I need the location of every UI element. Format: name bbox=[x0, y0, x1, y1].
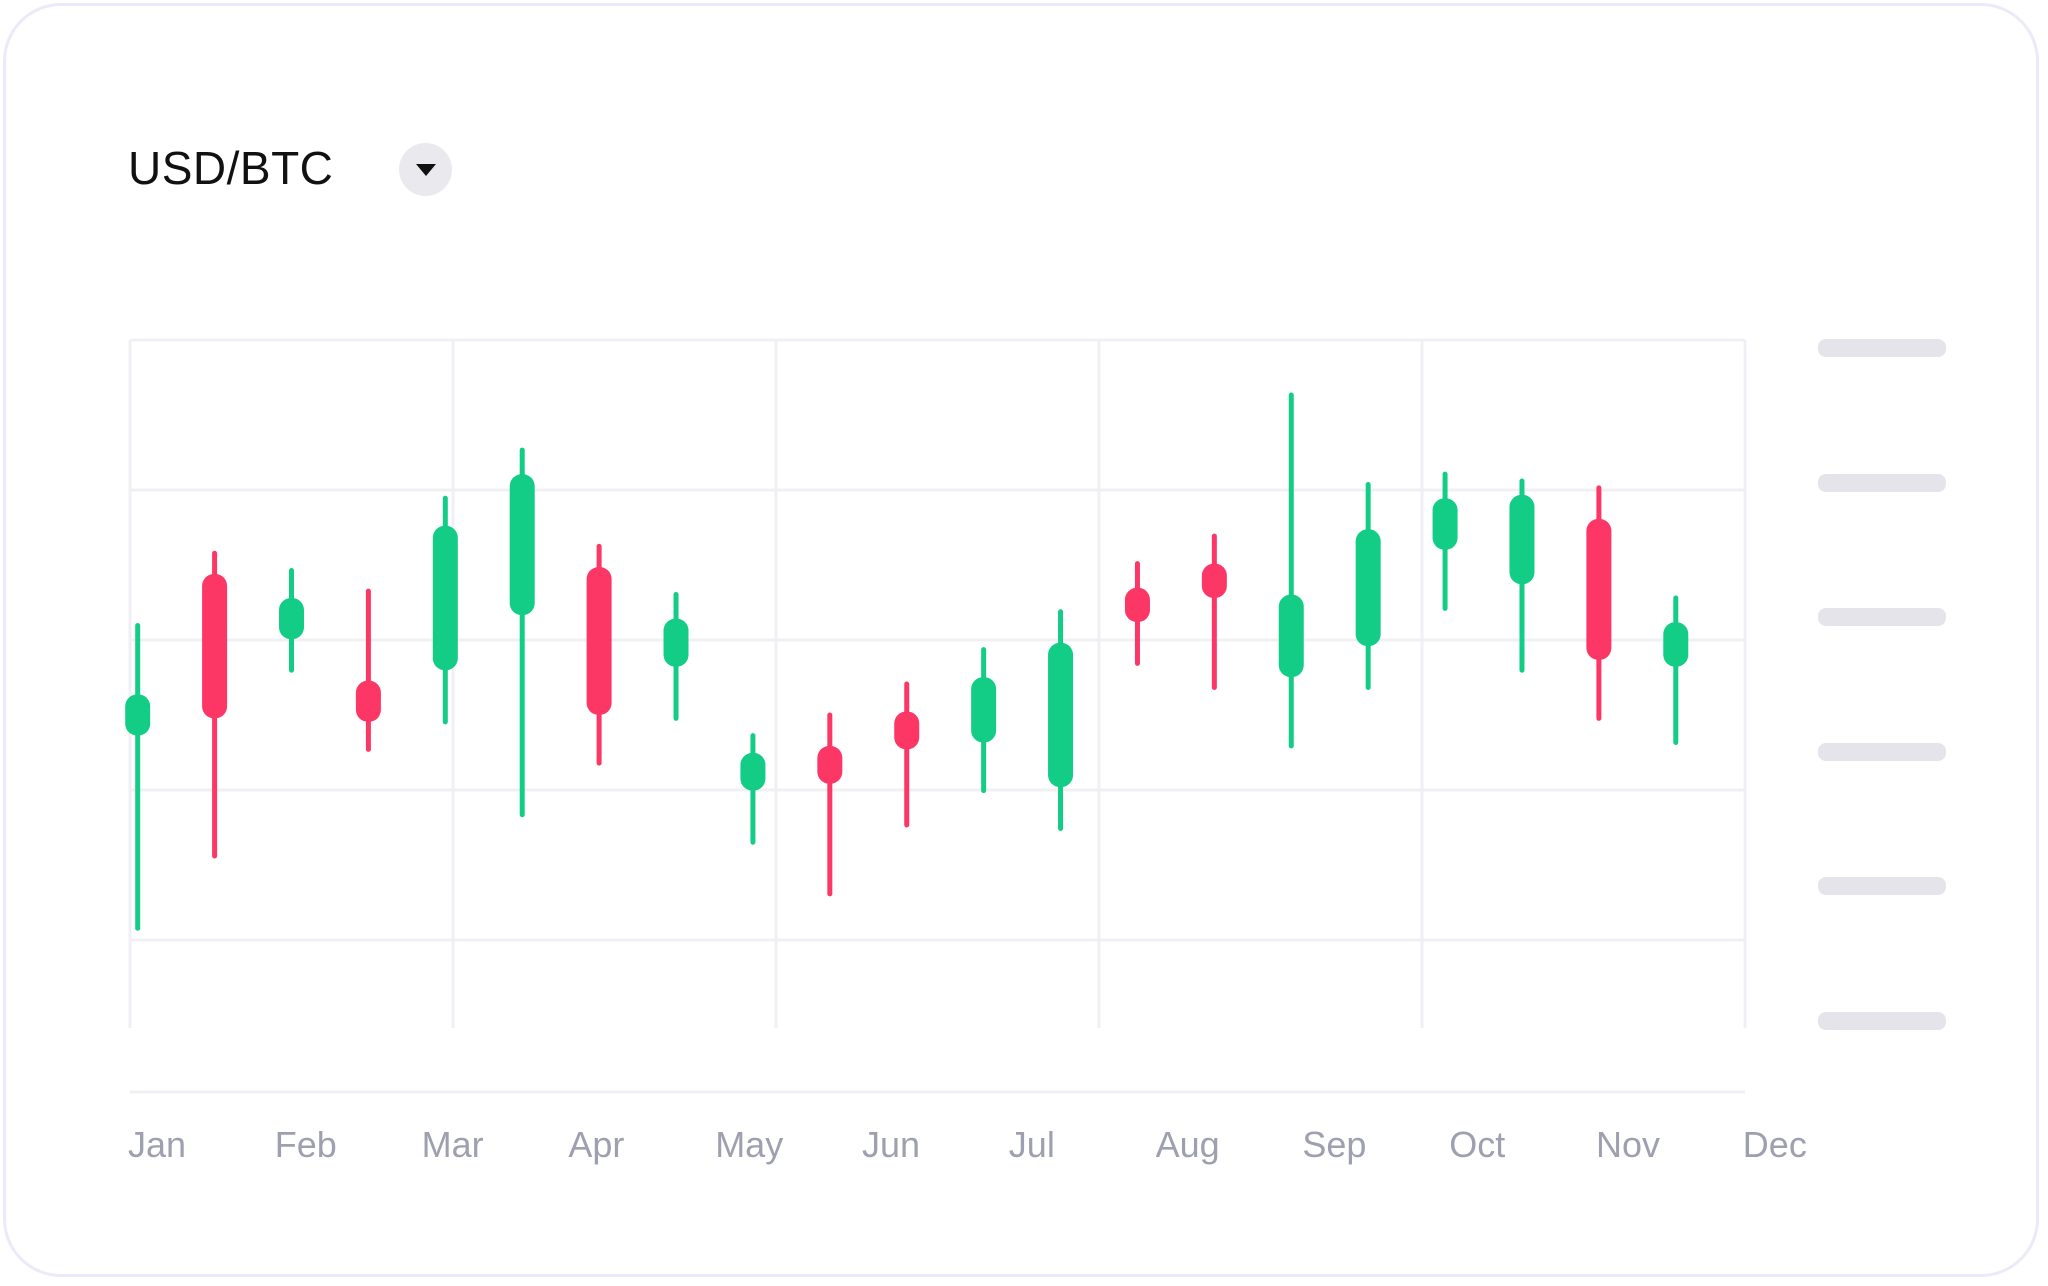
candle-body bbox=[586, 567, 612, 715]
candle-body bbox=[202, 573, 228, 719]
candle-body bbox=[1586, 518, 1612, 660]
candle-body bbox=[1663, 622, 1689, 667]
candle-body bbox=[432, 525, 458, 671]
candle-body bbox=[279, 598, 304, 640]
candle-up[interactable] bbox=[1048, 609, 1074, 831]
candle-body bbox=[355, 680, 381, 722]
candle-up[interactable] bbox=[1509, 478, 1535, 673]
candle-up[interactable] bbox=[663, 592, 689, 721]
candle-up[interactable] bbox=[125, 623, 151, 931]
x-axis-labels: Jan Feb Mar Apr May Jun Jul Aug Sep Oct Nov Dec bbox=[128, 1124, 1807, 1165]
candle-up[interactable] bbox=[740, 733, 766, 845]
candle-body bbox=[1048, 642, 1074, 788]
candle-up[interactable] bbox=[1355, 481, 1381, 690]
x-tick-label: Jul bbox=[1009, 1124, 1055, 1165]
candle-down[interactable] bbox=[202, 550, 228, 859]
candle-up[interactable] bbox=[1278, 392, 1304, 749]
caret-down-icon bbox=[415, 163, 436, 176]
candle-down[interactable] bbox=[586, 543, 612, 766]
candle-body bbox=[1201, 563, 1227, 598]
x-tick-label: Apr bbox=[568, 1124, 624, 1165]
x-tick-label: Mar bbox=[422, 1124, 484, 1165]
candle-up[interactable] bbox=[279, 567, 304, 673]
candle-body bbox=[1509, 494, 1535, 585]
y-tick-placeholders bbox=[1818, 339, 1946, 1030]
x-tick-label: Jun bbox=[862, 1124, 920, 1165]
candle-body bbox=[663, 618, 689, 667]
x-tick-label: May bbox=[715, 1124, 783, 1165]
candle-body bbox=[1124, 587, 1150, 623]
candle-body bbox=[1432, 498, 1458, 550]
candle-down[interactable] bbox=[894, 681, 920, 828]
x-tick-label: Feb bbox=[275, 1124, 337, 1165]
candle-body bbox=[1278, 594, 1304, 678]
candle-up[interactable] bbox=[509, 447, 535, 818]
x-tick-label: Aug bbox=[1156, 1124, 1220, 1165]
candle-body bbox=[971, 677, 997, 743]
candle-up[interactable] bbox=[432, 495, 458, 725]
candle-body bbox=[817, 745, 843, 784]
candle-body bbox=[740, 752, 766, 791]
x-tick-label: Jan bbox=[128, 1124, 186, 1165]
x-tick-label: Nov bbox=[1596, 1124, 1660, 1165]
candle-down[interactable] bbox=[1586, 485, 1612, 721]
y-tick-placeholder bbox=[1818, 1012, 1946, 1030]
candle-down[interactable] bbox=[355, 588, 381, 752]
candle-layer bbox=[125, 392, 1689, 931]
candle-up[interactable] bbox=[1432, 471, 1458, 611]
y-tick-placeholder bbox=[1818, 608, 1946, 626]
candle-body bbox=[1355, 529, 1381, 647]
y-tick-placeholder bbox=[1818, 474, 1946, 492]
candle-down[interactable] bbox=[817, 712, 843, 897]
candle-body bbox=[894, 711, 920, 750]
pair-title: USD/BTC bbox=[128, 142, 334, 194]
pair-dropdown-button[interactable] bbox=[399, 143, 452, 196]
x-tick-label: Oct bbox=[1449, 1124, 1505, 1165]
x-tick-label: Dec bbox=[1743, 1124, 1807, 1165]
candle-body bbox=[125, 694, 151, 736]
candle-up[interactable] bbox=[971, 647, 997, 794]
candle-down[interactable] bbox=[1124, 561, 1150, 666]
y-tick-placeholder bbox=[1818, 877, 1946, 895]
candle-body bbox=[509, 474, 535, 616]
candle-down[interactable] bbox=[1201, 533, 1227, 690]
candle-up[interactable] bbox=[1663, 595, 1689, 745]
y-tick-placeholder bbox=[1818, 339, 1946, 357]
x-tick-label: Sep bbox=[1302, 1124, 1366, 1165]
grid-layer bbox=[128, 338, 1747, 1094]
y-tick-placeholder bbox=[1818, 743, 1946, 761]
